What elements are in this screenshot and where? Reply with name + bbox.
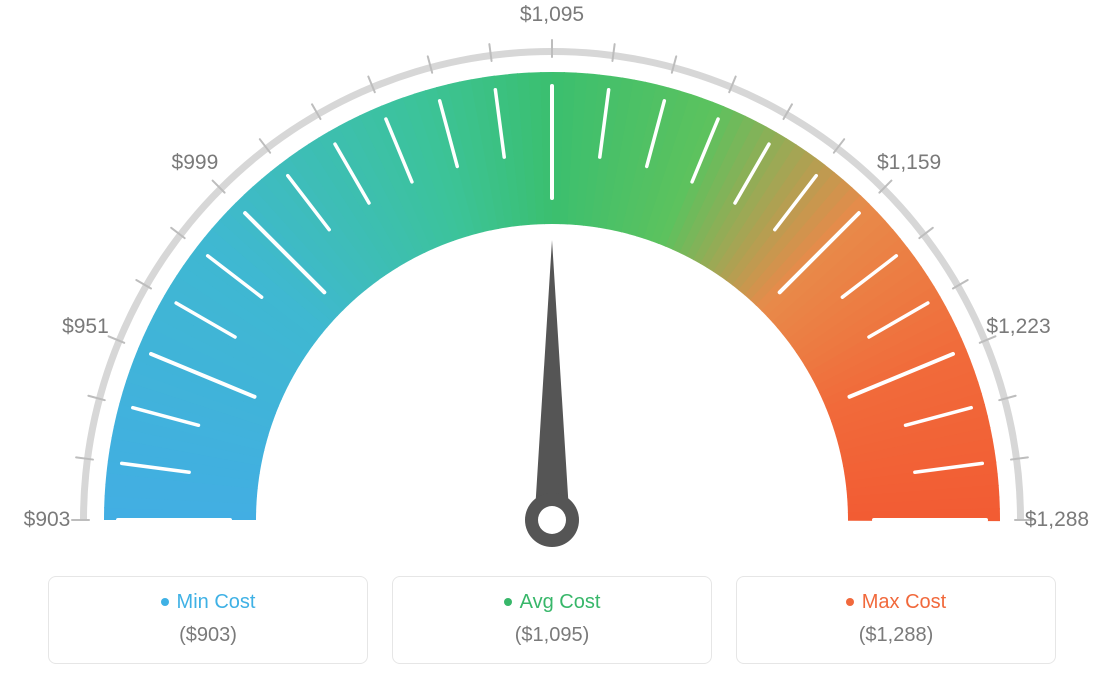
legend-card-min: Min Cost ($903): [48, 576, 368, 664]
legend-max-label: Max Cost: [862, 591, 946, 613]
dot-icon-avg: [504, 598, 512, 606]
legend-card-max: Max Cost ($1,288): [736, 576, 1056, 664]
legend-min-label: Min Cost: [177, 591, 256, 613]
gauge-tick-label: $951: [62, 315, 109, 339]
cost-gauge-chart: $903 $951 $999 $1,095 $1,159 $1,223 $1,288 Min…: [0, 0, 1104, 690]
legend-card-avg: Avg Cost ($1,095): [392, 576, 712, 664]
legend-max-title: Max Cost: [747, 591, 1045, 614]
legend-max-value: ($1,288): [747, 624, 1045, 647]
dot-icon-max: [846, 598, 854, 606]
legend-avg-label: Avg Cost: [520, 591, 601, 613]
legend-row: Min Cost ($903) Avg Cost ($1,095) Max Co…: [0, 576, 1104, 664]
gauge-tick-label: $999: [172, 151, 219, 175]
gauge-tick-label: $1,223: [986, 315, 1050, 339]
gauge-tick-label: $1,159: [877, 151, 941, 175]
legend-min-value: ($903): [59, 624, 357, 647]
gauge-area: $903 $951 $999 $1,095 $1,159 $1,223 $1,288: [0, 0, 1104, 560]
gauge-tick-label: $1,095: [520, 3, 584, 27]
gauge-tick-label: $1,288: [1025, 508, 1089, 532]
legend-avg-value: ($1,095): [403, 624, 701, 647]
legend-min-title: Min Cost: [59, 591, 357, 614]
dot-icon-min: [161, 598, 169, 606]
gauge-svg: [0, 0, 1104, 560]
gauge-tick-label: $903: [24, 508, 71, 532]
legend-avg-title: Avg Cost: [403, 591, 701, 614]
